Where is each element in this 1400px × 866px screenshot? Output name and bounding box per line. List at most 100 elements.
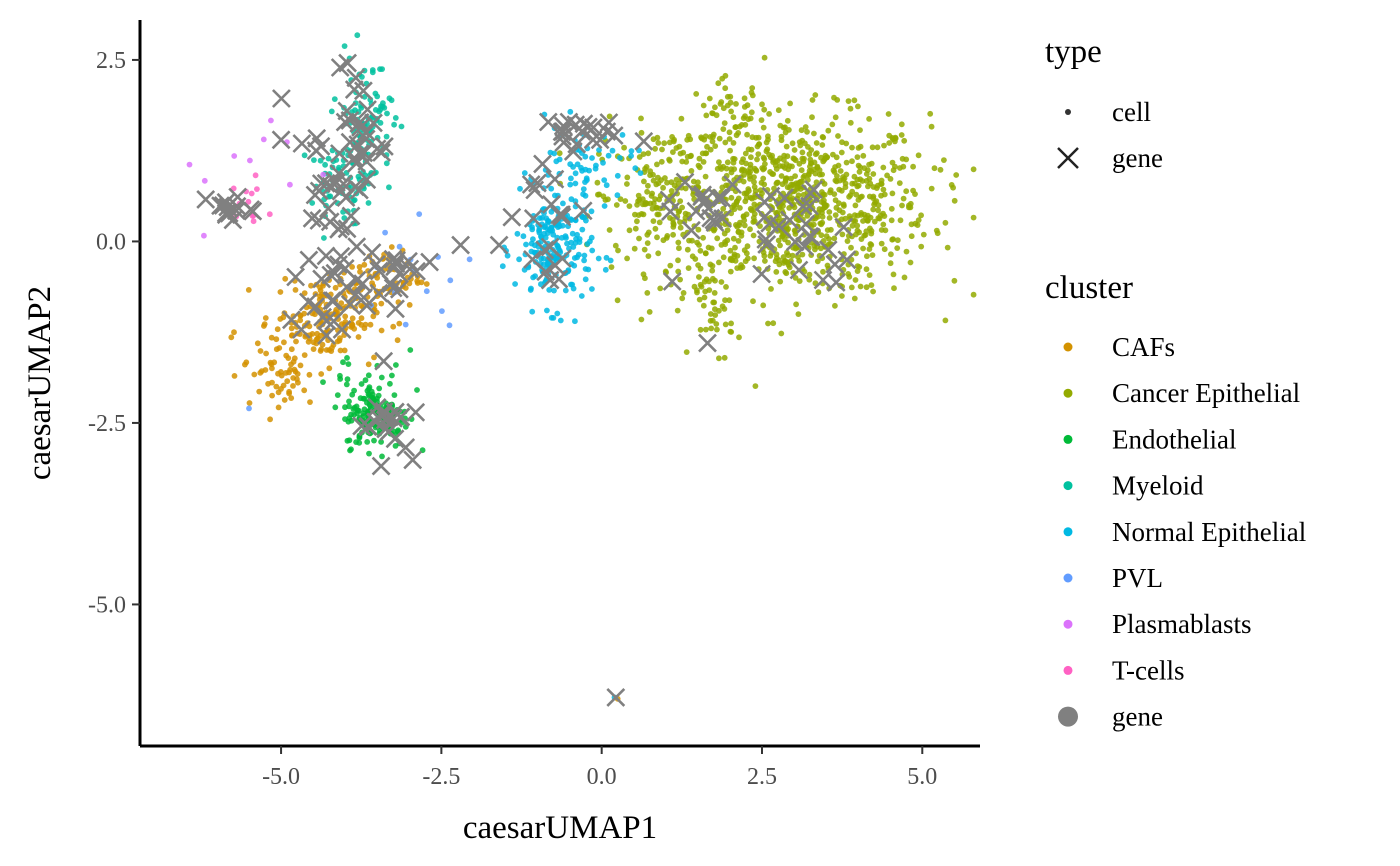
cell-point [927, 110, 934, 117]
cell-point [900, 195, 907, 202]
cell-point [595, 255, 602, 262]
cell-point [892, 138, 898, 145]
cell-point [727, 247, 734, 254]
cell-point [262, 367, 269, 373]
cell-point [885, 111, 892, 117]
cell-point [734, 265, 741, 271]
cell-point [752, 383, 759, 389]
cell-point [776, 204, 783, 211]
legend-gene-cross-icon [1057, 147, 1079, 169]
cell-point [809, 97, 816, 103]
cell-point [546, 218, 552, 225]
cell-point [697, 265, 704, 272]
cell-point [777, 278, 784, 285]
cell-point [715, 80, 722, 87]
cell-point [727, 328, 734, 335]
cell-point [759, 165, 766, 171]
cell-point [317, 348, 324, 354]
cell-point [571, 255, 578, 261]
cell-point [869, 252, 876, 258]
cell-point [567, 108, 574, 115]
cell-point [780, 260, 787, 266]
cell-point [754, 143, 761, 150]
cell-point [638, 129, 645, 136]
cell-point [754, 156, 760, 163]
gene-point [796, 214, 816, 234]
cell-point [734, 252, 741, 259]
cell-point [246, 405, 252, 412]
cell-point [358, 381, 365, 387]
cell-point [838, 149, 845, 156]
gene-point [291, 320, 311, 339]
cell-point [880, 210, 886, 217]
cell-point [365, 372, 372, 379]
gene-point [694, 192, 713, 212]
cell-point [301, 290, 308, 296]
cell-point [504, 252, 511, 259]
cell-point [797, 178, 804, 185]
cell-point [714, 326, 720, 333]
cell-point [309, 200, 316, 206]
cell-point [530, 236, 536, 243]
cell-point [288, 395, 295, 401]
cell-point [856, 168, 863, 175]
cell-point [337, 372, 343, 379]
cell-point [624, 174, 631, 181]
cell-point [668, 188, 675, 194]
cell-point [896, 180, 903, 187]
cell-point [729, 204, 736, 211]
cell-point [349, 315, 356, 322]
cell-point [818, 199, 825, 205]
cell-point [732, 244, 738, 251]
cell-point [345, 361, 352, 367]
gene-point [549, 269, 569, 289]
gene-point [567, 134, 587, 154]
legend-cluster-swatch-icon [1063, 619, 1073, 629]
cell-point [696, 274, 702, 280]
cell-point [700, 302, 707, 309]
cell-point [819, 171, 825, 178]
cell-point [701, 294, 708, 301]
cell-point [751, 174, 757, 181]
cell-point [280, 382, 287, 389]
cell-point [628, 148, 635, 154]
cell-point [761, 253, 768, 259]
cell-point [840, 201, 847, 208]
cell-point [606, 227, 613, 233]
cell-point [570, 164, 576, 170]
cell-point [632, 225, 639, 232]
cell-point [854, 222, 861, 229]
cell-point [730, 155, 736, 162]
cell-point [903, 248, 910, 255]
cell-point [323, 347, 330, 353]
cell-point [678, 115, 685, 122]
cell-point [275, 404, 282, 411]
cell-point [322, 161, 328, 168]
cell-point [857, 194, 864, 201]
cell-point [789, 140, 796, 147]
cell-point [889, 190, 896, 197]
cell-point [712, 312, 719, 318]
cell-point [346, 437, 353, 444]
cell-point [341, 43, 348, 49]
cell-point [269, 392, 275, 399]
cell-point [703, 112, 710, 119]
gene-point [538, 112, 558, 132]
cell-point [606, 113, 613, 120]
cell-point [768, 286, 774, 292]
cell-point [551, 287, 557, 294]
cell-point [331, 96, 338, 102]
cell-point [745, 146, 752, 153]
gene-point [583, 118, 603, 137]
cell-point [765, 320, 771, 327]
gene-point [386, 299, 405, 319]
cell-point [572, 180, 579, 187]
y-tick-label: 0.0 [96, 229, 126, 255]
cell-point [698, 134, 704, 141]
legend-cluster: cluster CAFs Cancer Epithelial Endothelial… [1045, 270, 1306, 732]
legend-cluster-label: Cancer Epithelial [1112, 378, 1300, 408]
cell-point [898, 121, 905, 128]
cell-point [640, 271, 647, 278]
cell-point [231, 373, 238, 379]
gene-point [362, 243, 382, 263]
